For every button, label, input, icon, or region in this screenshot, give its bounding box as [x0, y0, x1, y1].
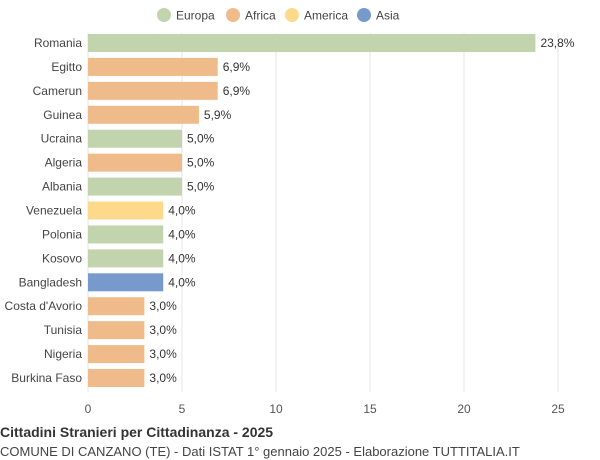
x-tick-label: 25: [551, 402, 565, 416]
x-tick-label: 20: [457, 402, 471, 416]
y-tick-label: Nigeria: [44, 347, 82, 361]
bar: [88, 81, 218, 100]
y-tick-label: Tunisia: [44, 323, 83, 337]
data-label: 4,0%: [168, 251, 196, 265]
bar: [88, 34, 536, 52]
bar: [88, 249, 164, 268]
bar: [88, 273, 164, 292]
chart-subtitle: COMUNE DI CANZANO (TE) - Dati ISTAT 1° g…: [0, 444, 520, 459]
x-tick-label: 0: [85, 402, 92, 416]
data-label: 5,0%: [187, 156, 215, 170]
y-tick-label: Camerun: [33, 84, 82, 98]
bar: [88, 201, 164, 220]
bar: [88, 225, 164, 244]
legend-label: Asia: [376, 9, 400, 23]
y-tick-label: Burkina Faso: [11, 371, 82, 385]
y-tick-label: Egitto: [51, 60, 82, 74]
bar: [88, 57, 218, 76]
data-label: 5,0%: [187, 180, 215, 194]
data-label: 4,0%: [168, 275, 196, 289]
bar: [88, 105, 199, 124]
data-label: 6,9%: [223, 84, 251, 98]
data-label: 3,0%: [149, 323, 177, 337]
y-tick-label: Bangladesh: [19, 275, 82, 289]
x-tick-label: 5: [179, 402, 186, 416]
data-label: 3,0%: [149, 371, 177, 385]
legend-marker: [285, 8, 299, 22]
data-label: 4,0%: [168, 227, 196, 241]
legend-marker: [357, 8, 371, 22]
legend-label: Africa: [245, 9, 276, 23]
bar: [88, 177, 182, 196]
y-tick-label: Guinea: [43, 108, 82, 122]
bar: [88, 129, 182, 148]
y-tick-label: Polonia: [42, 227, 82, 241]
legend-marker: [226, 8, 240, 22]
x-tick-label: 10: [269, 402, 283, 416]
data-label: 3,0%: [149, 347, 177, 361]
data-label: 5,9%: [204, 108, 232, 122]
bar: [88, 153, 182, 172]
y-tick-label: Ucraina: [41, 132, 83, 146]
y-tick-label: Romania: [34, 36, 82, 50]
bar-chart-svg: 0 5 10 15 20 25 Romania 23,8% Egitto 6,9% Camerun 6…: [5, 8, 575, 416]
data-label: 3,0%: [149, 299, 177, 313]
y-tick-label: Venezuela: [26, 204, 82, 218]
data-label: 5,0%: [187, 132, 215, 146]
bar: [88, 345, 145, 364]
bar: [88, 369, 145, 388]
legend-marker: [157, 8, 171, 22]
bar: [88, 297, 145, 316]
legend-label: America: [304, 9, 348, 23]
y-tick-label: Costa d'Avorio: [5, 299, 83, 313]
bar: [88, 321, 145, 340]
data-label: 23,8%: [540, 36, 574, 50]
data-label: 6,9%: [223, 60, 251, 74]
chart-title: Cittadini Stranieri per Cittadinanza - 2…: [0, 424, 274, 440]
legend-label: Europa: [176, 9, 215, 23]
y-tick-label: Kosovo: [42, 251, 82, 265]
x-tick-label: 15: [363, 402, 377, 416]
data-label: 4,0%: [168, 204, 196, 218]
y-tick-label: Algeria: [45, 156, 83, 170]
y-tick-label: Albania: [42, 180, 82, 194]
